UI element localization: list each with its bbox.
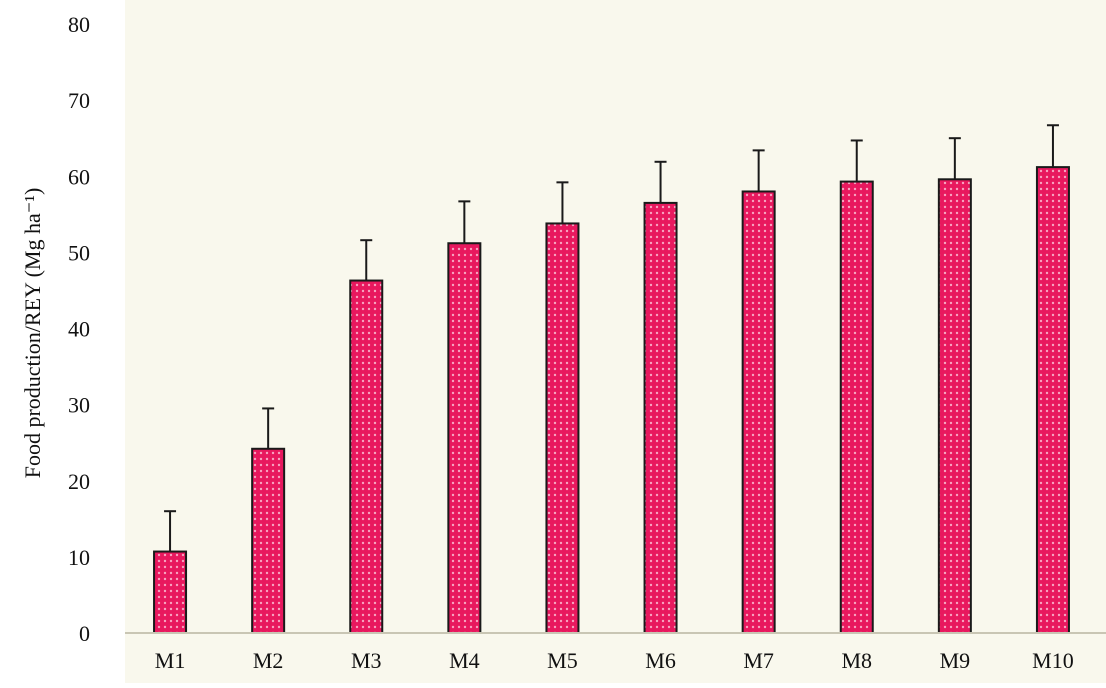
y-tick-label: 10 bbox=[68, 545, 90, 570]
y-tick-label: 40 bbox=[68, 317, 90, 342]
y-tick-label: 50 bbox=[68, 240, 90, 265]
x-tick-label: M7 bbox=[743, 648, 774, 673]
bar-m2 bbox=[251, 447, 286, 634]
bar-m5 bbox=[545, 222, 580, 634]
y-tick-label: 30 bbox=[68, 393, 90, 418]
y-tick-label: 60 bbox=[68, 164, 90, 189]
x-tick-label: M9 bbox=[940, 648, 971, 673]
x-tick-label: M3 bbox=[351, 648, 382, 673]
bar-m8 bbox=[839, 180, 874, 635]
y-axis-label: Food production/REY (Mg ha⁻¹) bbox=[20, 188, 45, 479]
x-axis: M1 M2 M3 M4 M5 M6 M7 M8 M9 M10 bbox=[155, 648, 1074, 673]
y-tick-label: 20 bbox=[68, 469, 90, 494]
x-tick-label: M4 bbox=[449, 648, 480, 673]
y-axis: 0 10 20 30 40 50 60 70 80 bbox=[68, 12, 90, 646]
bar-m10 bbox=[1035, 166, 1070, 635]
x-tick-label: M1 bbox=[155, 648, 186, 673]
bar-m9 bbox=[937, 178, 972, 634]
bar-m6 bbox=[643, 201, 678, 635]
x-tick-label: M10 bbox=[1032, 648, 1074, 673]
x-tick-label: M8 bbox=[841, 648, 872, 673]
x-tick-label: M2 bbox=[253, 648, 284, 673]
y-tick-label: 80 bbox=[68, 12, 90, 37]
y-tick-label: 70 bbox=[68, 88, 90, 113]
bar-m4 bbox=[447, 242, 482, 635]
x-tick-label: M5 bbox=[547, 648, 578, 673]
bar-m1 bbox=[153, 550, 188, 635]
bar-m3 bbox=[349, 279, 384, 634]
x-tick-label: M6 bbox=[645, 648, 676, 673]
y-tick-label: 0 bbox=[79, 621, 90, 646]
bar-m7 bbox=[741, 190, 776, 634]
